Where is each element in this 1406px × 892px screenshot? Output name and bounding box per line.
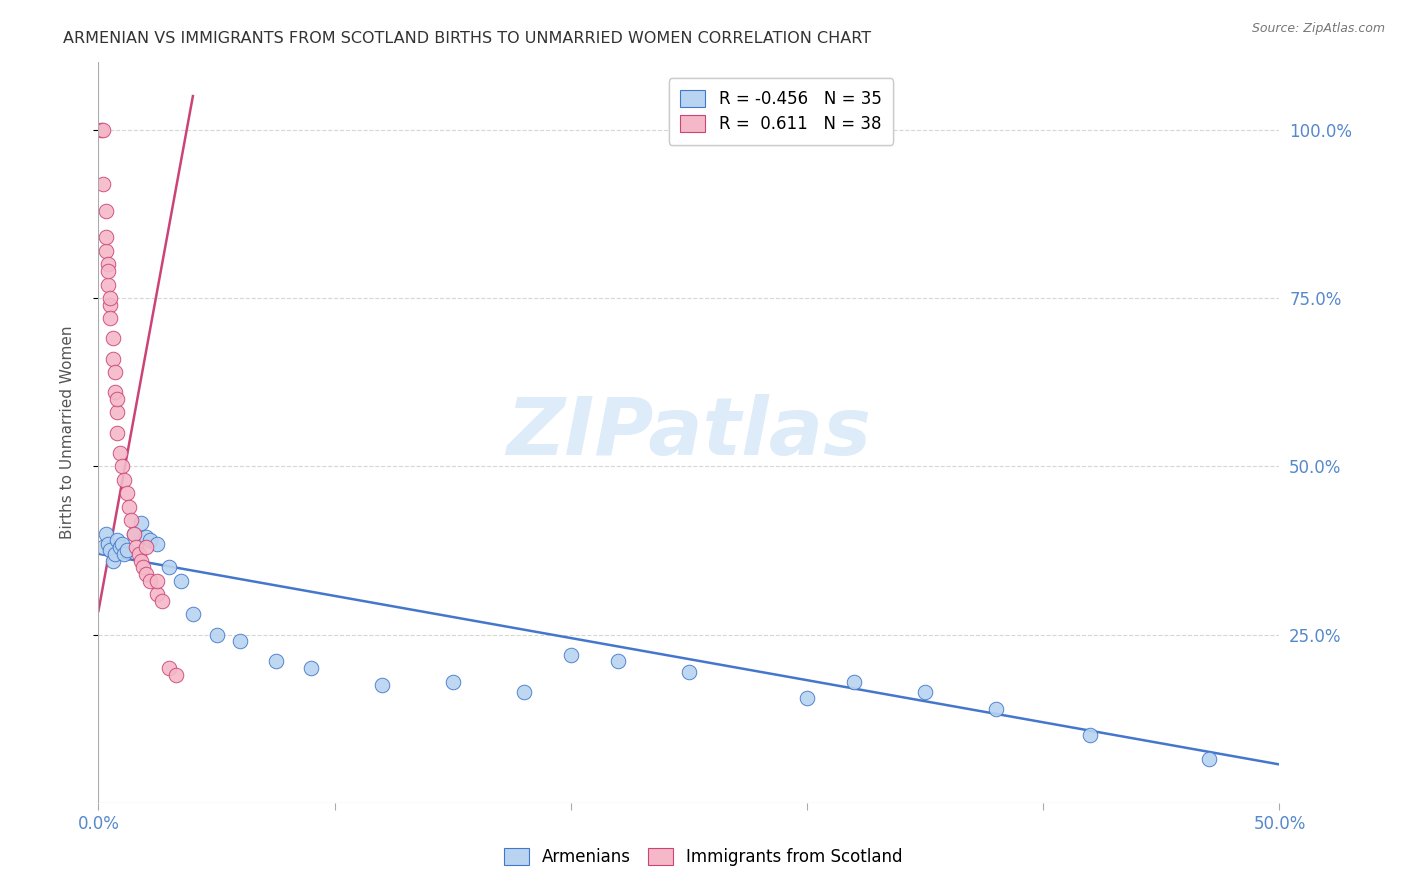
Point (97, 257, 120, 271)
Point (129, 516, 152, 531)
Point (121, 513, 143, 527)
Point (560, 648, 582, 662)
Point (91, 177, 114, 191)
Point (678, 665, 700, 679)
Point (914, 685, 936, 699)
Point (118, 500, 141, 514)
Point (122, 526, 145, 541)
Point (105, 392, 128, 406)
Point (112, 473, 135, 487)
Text: ARMENIAN VS IMMIGRANTS FROM SCOTLAND BIRTHS TO UNMARRIED WOMEN CORRELATION CHART: ARMENIAN VS IMMIGRANTS FROM SCOTLAND BIR… (63, 31, 872, 46)
Point (135, 540, 157, 554)
Point (105, 405, 128, 419)
Point (111, 536, 134, 550)
Point (101, 331, 124, 345)
Point (984, 701, 1007, 715)
Point (98, 543, 121, 558)
Y-axis label: Births to Unmarried Women: Births to Unmarried Women (60, 326, 75, 540)
Point (441, 674, 464, 689)
Point (94, 230, 117, 244)
Point (97, 264, 120, 278)
Point (115, 543, 138, 558)
Point (94, 526, 117, 541)
Point (129, 553, 152, 567)
Point (146, 536, 169, 550)
Point (104, 385, 127, 400)
Point (115, 486, 138, 500)
Point (146, 587, 169, 601)
Point (94, 244, 117, 258)
Point (165, 668, 187, 682)
Point (607, 655, 630, 669)
Point (91, 122, 114, 136)
Point (90, 122, 112, 136)
Point (104, 365, 127, 379)
Point (101, 553, 124, 567)
Point (122, 526, 145, 541)
Point (135, 566, 157, 581)
Point (101, 351, 124, 366)
Point (796, 691, 818, 706)
Point (139, 533, 162, 548)
Point (97, 536, 120, 550)
Point (205, 627, 228, 641)
Point (150, 594, 173, 608)
Point (104, 547, 127, 561)
Point (844, 674, 866, 689)
Point (112, 547, 135, 561)
Legend: Armenians, Immigrants from Scotland: Armenians, Immigrants from Scotland (496, 841, 910, 873)
Point (512, 685, 534, 699)
Text: ZIPatlas: ZIPatlas (506, 393, 872, 472)
Point (139, 574, 162, 588)
Point (157, 661, 180, 675)
Point (157, 560, 180, 574)
Point (105, 533, 128, 548)
Point (91, 540, 114, 554)
Point (98, 298, 121, 312)
Point (229, 634, 252, 648)
Point (97, 277, 120, 292)
Point (98, 291, 121, 305)
Point (135, 530, 157, 544)
Point (264, 655, 287, 669)
Point (128, 547, 150, 561)
Point (132, 560, 155, 574)
Point (98, 311, 121, 326)
Text: Source: ZipAtlas.com: Source: ZipAtlas.com (1251, 22, 1385, 36)
Legend: R = -0.456   N = 35, R =  0.611   N = 38: R = -0.456 N = 35, R = 0.611 N = 38 (669, 78, 893, 145)
Point (111, 459, 134, 474)
Point (371, 678, 394, 692)
Point (299, 661, 322, 675)
Point (146, 574, 169, 588)
Point (170, 574, 193, 588)
Point (108, 540, 131, 554)
Point (105, 425, 128, 440)
Point (1198, 752, 1220, 766)
Point (125, 540, 148, 554)
Point (181, 607, 204, 622)
Point (1080, 729, 1102, 743)
Point (94, 203, 117, 218)
Point (108, 446, 131, 460)
